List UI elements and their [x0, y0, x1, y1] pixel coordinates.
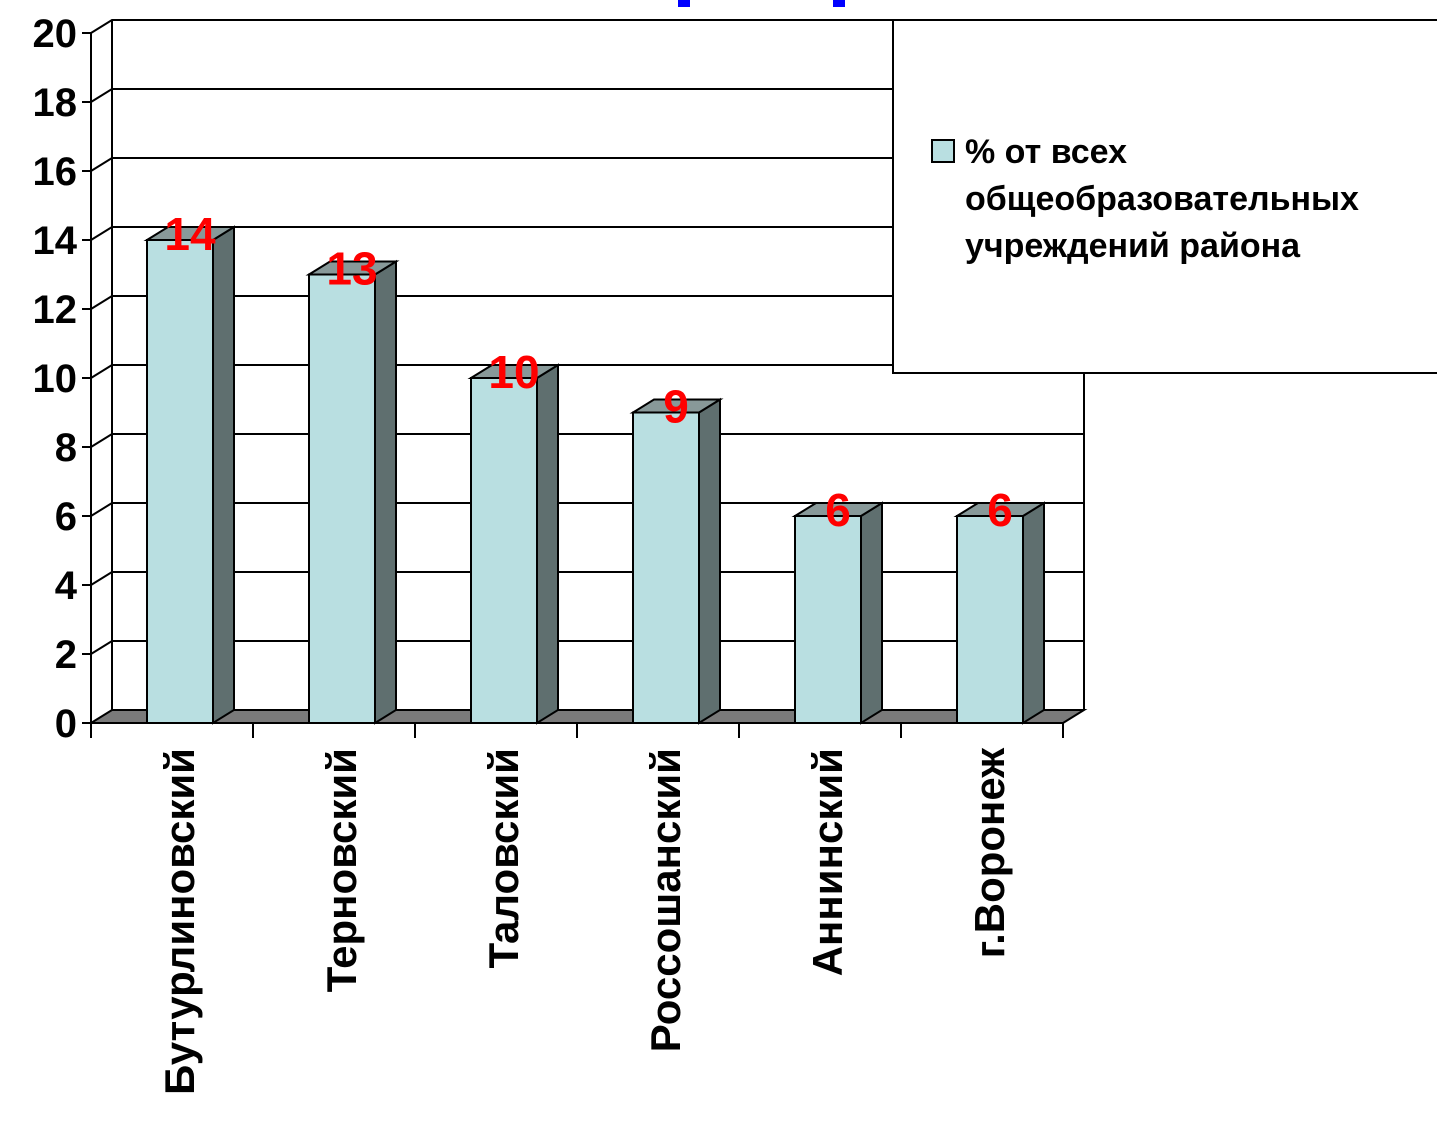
bar-front-face	[146, 239, 214, 724]
y-tick-label: 16	[33, 150, 78, 194]
grid-lines	[90, 19, 1084, 655]
gridline	[90, 640, 1084, 655]
gridline	[90, 19, 1084, 34]
data-label: 10	[488, 346, 539, 398]
data-labels: 14 13 10 9 6 6	[164, 208, 1012, 536]
bar-front-face	[794, 515, 862, 724]
bars	[143, 225, 1048, 725]
data-label: 6	[987, 484, 1013, 536]
gridline	[90, 433, 1084, 448]
plot-floor	[87, 709, 1088, 724]
x-category-label: Аннинский	[804, 748, 851, 976]
bar-front-face	[956, 515, 1024, 724]
bar-side-face	[1022, 501, 1045, 725]
bar-front-face	[632, 411, 700, 724]
gridline	[90, 157, 1084, 172]
bar-side-face	[374, 259, 397, 725]
gridline	[90, 502, 1084, 517]
bar	[791, 501, 886, 725]
gridline	[90, 88, 1084, 103]
data-label: 13	[326, 243, 377, 295]
legend-line-2: общеобразовательных	[965, 180, 1359, 218]
legend-box	[892, 19, 1437, 374]
data-label: 6	[825, 484, 851, 536]
legend: % от всех общеобразовательных учреждений…	[892, 19, 1437, 374]
bar	[629, 397, 724, 725]
bar-side-face	[536, 363, 559, 725]
x-category-label: Россошанский	[642, 748, 689, 1052]
bar	[953, 501, 1048, 725]
bar-front-face	[308, 273, 376, 724]
y-axis-ticks: 0 2 4 6 8 10 12 14 16 18 20	[33, 12, 91, 746]
gridline	[90, 364, 1084, 379]
y-tick-label: 0	[55, 702, 77, 746]
y-tick-label: 14	[33, 219, 78, 263]
x-category-label: г.Воронеж	[966, 747, 1013, 958]
y-tick-label: 18	[33, 81, 78, 125]
x-axis-labels: Бутурлиновский Терновский Таловский Россоша…	[156, 747, 1013, 1095]
gridline	[90, 571, 1084, 586]
y-tick-label: 4	[55, 564, 78, 608]
x-category-label: Терновский	[318, 748, 365, 992]
x-category-label: Таловский	[480, 748, 527, 969]
legend-swatch	[931, 139, 955, 163]
bar-side-face	[212, 225, 235, 725]
title-fragment	[678, 0, 845, 7]
x-category-label: Бутурлиновский	[156, 748, 203, 1095]
gridline	[90, 295, 1084, 310]
bar	[467, 363, 562, 725]
bar-side-face	[698, 397, 721, 725]
y-tick-label: 6	[55, 495, 77, 539]
legend-line-1: % от всех	[965, 133, 1127, 171]
y-tick-label: 20	[33, 12, 78, 56]
y-tick-label: 10	[33, 357, 78, 401]
bar-front-face	[470, 377, 538, 724]
bar	[143, 225, 238, 725]
data-label: 9	[663, 381, 689, 433]
y-tick-label: 8	[55, 426, 77, 470]
y-tick-label: 12	[33, 288, 78, 332]
bar	[305, 259, 400, 725]
floor-plane	[87, 709, 1088, 724]
data-label: 14	[164, 208, 216, 260]
legend-line-3: учреждений района	[965, 227, 1301, 265]
y-tick-label: 2	[55, 633, 77, 677]
gridline	[90, 226, 1084, 241]
bar-side-face	[860, 501, 883, 725]
